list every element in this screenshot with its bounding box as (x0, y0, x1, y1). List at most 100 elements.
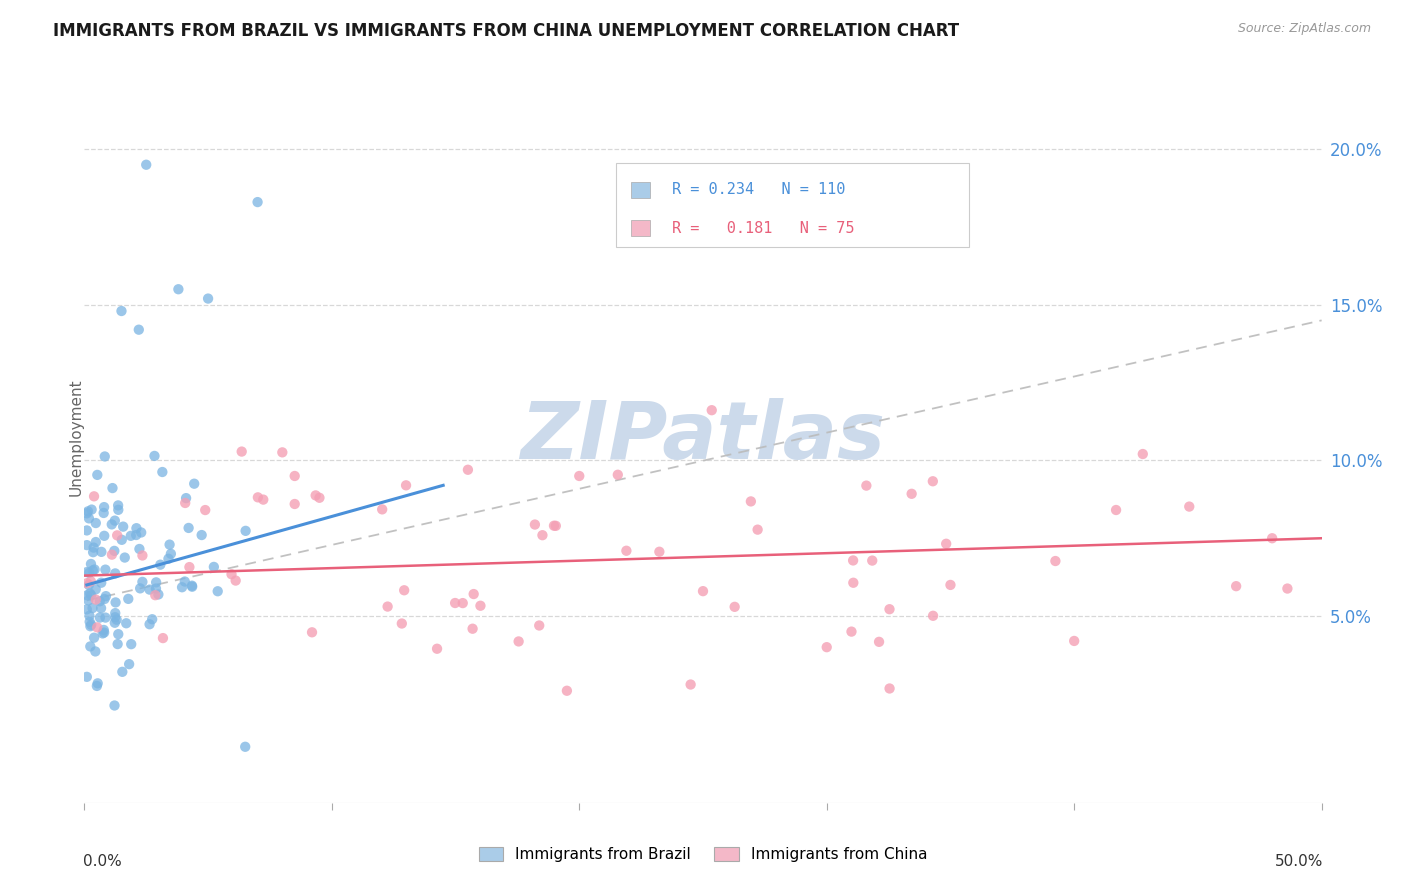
Point (747, 523, 769, 537)
Point (104, 595, 127, 609)
Point (114, 550, 136, 565)
Point (83, 541, 105, 555)
Point (470, 599, 492, 613)
Point (131, 549, 153, 563)
Point (1045, 554, 1067, 568)
Point (148, 587, 170, 601)
Point (679, 677, 702, 691)
Point (235, 524, 257, 538)
Point (80, 588, 103, 602)
Point (76, 565, 98, 579)
Point (89, 594, 111, 608)
Point (444, 596, 467, 610)
Point (815, 640, 838, 655)
Point (128, 323, 150, 337)
Point (104, 606, 127, 620)
Point (301, 625, 323, 640)
Point (93, 500, 115, 515)
Point (922, 608, 945, 623)
Point (129, 525, 152, 540)
Text: 0.0%: 0.0% (83, 854, 122, 869)
Point (143, 449, 166, 463)
Point (101, 548, 124, 562)
Point (125, 521, 148, 535)
Point (145, 575, 167, 590)
Point (284, 469, 307, 483)
Point (107, 499, 129, 513)
Text: R =   0.181   N = 75: R = 0.181 N = 75 (672, 221, 855, 235)
Point (80, 502, 103, 516)
Point (508, 634, 530, 648)
Point (84, 516, 107, 530)
Point (568, 469, 591, 483)
Point (131, 574, 153, 589)
Point (77, 566, 100, 580)
Point (544, 518, 567, 533)
Point (308, 491, 330, 505)
Point (86, 679, 108, 693)
Text: IMMIGRANTS FROM BRAZIL VS IMMIGRANTS FROM CHINA UNEMPLOYMENT CORRELATION CHART: IMMIGRANTS FROM BRAZIL VS IMMIGRANTS FRO… (53, 22, 959, 40)
Point (120, 637, 142, 651)
Point (179, 560, 201, 574)
Point (371, 502, 394, 516)
Point (868, 635, 890, 649)
Point (128, 541, 150, 556)
Point (93, 529, 115, 543)
Point (160, 547, 183, 561)
Point (90, 601, 112, 615)
Point (141, 612, 163, 626)
Point (225, 574, 247, 588)
Point (700, 403, 723, 417)
Point (83, 631, 105, 645)
Point (860, 553, 883, 567)
Point (233, 739, 256, 754)
Point (105, 528, 128, 542)
Text: Source: ZipAtlas.com: Source: ZipAtlas.com (1237, 22, 1371, 36)
Point (79, 615, 101, 629)
Point (89, 610, 111, 624)
Point (531, 528, 554, 542)
Point (76, 576, 98, 591)
Point (174, 496, 197, 510)
Point (606, 467, 628, 482)
Point (86, 467, 108, 482)
Point (101, 481, 124, 495)
Point (271, 445, 294, 459)
Y-axis label: Unemployment: Unemployment (69, 378, 83, 496)
Point (80, 557, 103, 571)
Point (616, 543, 638, 558)
Point (395, 478, 418, 492)
Point (93, 506, 115, 520)
Text: R = 0.234   N = 110: R = 0.234 N = 110 (672, 182, 845, 197)
Point (77, 504, 100, 518)
Point (107, 627, 129, 641)
Point (100, 517, 122, 532)
Point (111, 665, 134, 679)
Point (107, 637, 129, 651)
Point (879, 602, 901, 616)
Point (173, 574, 195, 589)
Point (112, 519, 135, 533)
Point (79, 619, 101, 633)
Point (104, 514, 127, 528)
Point (461, 622, 484, 636)
Point (84, 582, 107, 597)
Point (84, 644, 107, 658)
Point (183, 476, 205, 491)
Point (529, 618, 551, 632)
Point (79, 608, 101, 623)
Point (939, 578, 962, 592)
Point (103, 698, 125, 713)
Point (107, 503, 129, 517)
Point (145, 582, 167, 596)
Point (692, 584, 714, 599)
Point (93, 625, 115, 640)
Point (181, 579, 204, 593)
Point (1261, 531, 1284, 545)
Point (77, 511, 100, 525)
Point (90, 575, 112, 590)
Point (1225, 579, 1247, 593)
Point (94, 563, 117, 577)
Point (900, 487, 922, 501)
Point (77, 593, 100, 607)
